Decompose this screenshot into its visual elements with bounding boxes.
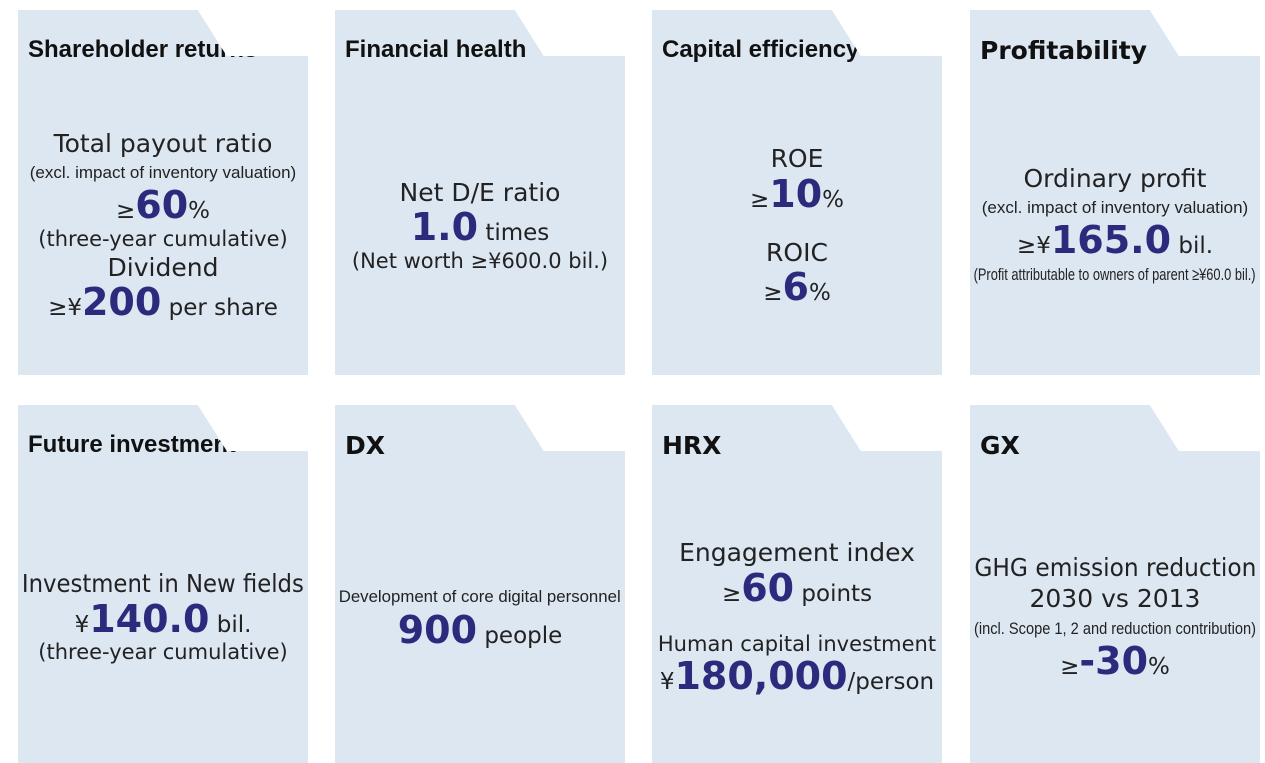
card: HRX Engagement index ≥60 points Human capit…: [652, 405, 942, 763]
card-content: GHG emission reduction 2030 vs 2013 (incl.…: [970, 483, 1260, 751]
text-line: (excl. impact of inventory valuation): [981, 197, 1249, 217]
card: Financial health Net D/E ratio 1.0 times (N…: [335, 10, 625, 375]
metric-block: GHG emission reduction 2030 vs 2013 (incl.…: [974, 552, 1256, 682]
text-line: (incl. Scope 1, 2 and reduction contribu…: [973, 618, 1256, 638]
text-line: (excl. impact of inventory valuation): [29, 162, 297, 182]
card-content: Investment in New fields ¥140.0 bil. (thre…: [18, 483, 308, 751]
metric-block: Development of core digital personnel 900…: [339, 583, 621, 650]
text-line: (Profit attributable to owners of parent…: [973, 265, 1256, 285]
text-line: (three-year cumulative): [38, 640, 288, 665]
card: GX GHG emission reduction 2030 vs 2013 (inc…: [970, 405, 1260, 763]
metric-value: 900: [397, 607, 478, 652]
metric-suffix: bil.: [1171, 233, 1214, 260]
text-line: Human capital investment: [657, 631, 937, 656]
text-line: ROE: [770, 144, 824, 174]
metric-block: ROIC ≥6%: [763, 237, 831, 308]
text-line: Development of core digital personnel: [338, 587, 621, 607]
text-line: Dividend: [107, 253, 219, 283]
text-line: Engagement index: [679, 538, 915, 568]
card-content: Total payout ratio (excl. impact of inven…: [18, 88, 308, 363]
metric-suffix: %: [1148, 653, 1170, 680]
metric-value: 10: [769, 171, 823, 216]
metric-value: 6: [782, 264, 809, 309]
card: Capital efficiency ROE ≥10% ROIC ≥6%: [652, 10, 942, 375]
text-line: Investment in New fields: [21, 569, 304, 599]
metric-block: Engagement index ≥60 points: [679, 537, 915, 608]
metric-value: 140.0: [89, 596, 210, 641]
metric-prefix: ≥: [763, 279, 783, 306]
metric-value: -30: [1079, 638, 1149, 683]
card-title: GX: [980, 431, 1020, 460]
metric-line: 900 people: [397, 607, 563, 652]
card-title: HRX: [662, 431, 722, 460]
metric-line: ≥60%: [115, 183, 210, 228]
metric-block: ROE ≥10%: [750, 143, 844, 214]
text-line: Net D/E ratio: [399, 177, 561, 207]
metric-suffix: /person: [847, 668, 935, 695]
metric-suffix: times: [478, 220, 550, 247]
metric-line: ≥6%: [763, 264, 831, 309]
metric-line: 1.0 times: [410, 205, 550, 250]
card: Shareholder returns Total payout ratio (ex…: [18, 10, 308, 375]
card-title: Shareholder returns: [28, 36, 258, 63]
metric-prefix: ≥¥: [1016, 233, 1051, 260]
metric-value: 1.0: [410, 205, 479, 250]
card: Profitability Ordinary profit (excl. impac…: [970, 10, 1260, 375]
metric-line: ≥¥200 per share: [48, 283, 278, 323]
card: DX Development of core digital personnel 9…: [335, 405, 625, 763]
card-content: ROE ≥10% ROIC ≥6%: [652, 88, 942, 363]
metric-block: Human capital investment ¥180,000/person: [658, 631, 936, 697]
metric-prefix: ≥¥: [48, 295, 82, 322]
metric-value: 200: [81, 280, 162, 325]
metric-line: ≥-30%: [1060, 638, 1170, 683]
card-content: Net D/E ratio 1.0 times (Net worth ≥¥600.0…: [335, 88, 625, 363]
metric-line: ≥¥165.0 bil.: [1016, 218, 1214, 263]
metric-block: Net D/E ratio 1.0 times (Net worth ≥¥600.0…: [352, 177, 608, 274]
card-content: Ordinary profit (excl. impact of inventor…: [970, 88, 1260, 363]
metric-suffix: %: [822, 186, 845, 213]
card-content: Engagement index ≥60 points Human capital …: [652, 483, 942, 751]
metric-block: Total payout ratio (excl. impact of inven…: [30, 128, 296, 324]
metric-prefix: ≥: [749, 186, 770, 213]
metric-prefix: ¥: [74, 611, 90, 638]
metric-block: Ordinary profit (excl. impact of inventor…: [974, 163, 1256, 289]
metric-line: ¥140.0 bil.: [74, 596, 252, 641]
metric-prefix: ≥: [721, 580, 742, 607]
metric-suffix: people: [477, 622, 563, 649]
text-line: (three-year cumulative): [38, 226, 288, 251]
metric-line: ≥10%: [749, 171, 845, 216]
card-title: DX: [345, 431, 386, 460]
metric-prefix: ¥: [659, 668, 675, 695]
metric-value: 180,000: [674, 653, 848, 698]
metric-value: 60: [135, 183, 189, 228]
card-title: Future investment: [28, 431, 237, 458]
metric-suffix: bil.: [209, 611, 252, 638]
text-line: GHG emission reduction: [973, 553, 1256, 583]
metric-block: Investment in New fields ¥140.0 bil. (thre…: [22, 568, 304, 665]
text-line: Ordinary profit: [1023, 163, 1207, 193]
card: Future investment Investment in New field…: [18, 405, 308, 763]
card-title: Capital efficiency: [662, 36, 860, 63]
text-line: (Net worth ≥¥600.0 bil.): [351, 248, 609, 273]
card-title: Financial health: [345, 36, 527, 63]
metric-suffix: %: [188, 198, 210, 225]
metric-value: 165.0: [1050, 218, 1172, 263]
text-line: 2030 vs 2013: [1029, 584, 1201, 614]
card-title: Profitability: [980, 36, 1148, 65]
metric-prefix: ≥: [115, 198, 136, 225]
metric-prefix: ≥: [1060, 653, 1080, 680]
metric-line: ¥180,000/person: [659, 653, 935, 698]
metric-value: 60: [741, 565, 795, 610]
text-line: ROIC: [766, 237, 828, 267]
metric-suffix: points: [794, 580, 873, 607]
metric-suffix: %: [808, 279, 831, 306]
metric-line: ≥60 points: [721, 565, 873, 610]
metric-suffix: per share: [161, 295, 278, 322]
text-line: Total payout ratio: [53, 128, 273, 158]
card-content: Development of core digital personnel 900…: [335, 483, 625, 751]
